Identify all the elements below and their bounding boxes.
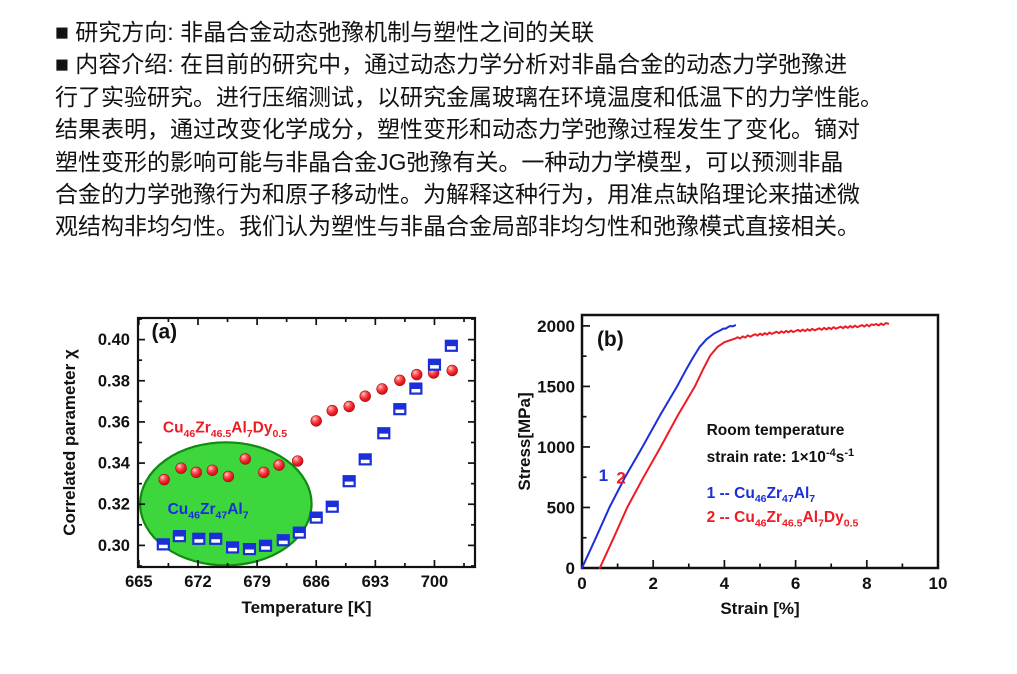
data-point-blue-square [258,539,273,552]
data-point-blue-square [342,475,356,488]
panel-label: (b) [597,328,624,351]
data-point-red-sphere [376,383,388,395]
research-direction-line: ■ 研究方向: 非晶合金动态弛豫机制与塑性之间的关联 [55,19,595,45]
y-axis-label: Correlated parameter χ [60,349,79,536]
curve-number-label: 1 [599,466,608,485]
square-fill-top [359,454,371,460]
square-fill-top [343,476,355,482]
figure-row: 665 672 679 686 693 700 0.30 0.32 0.34 0.36 0.38 0.… [0,293,1017,668]
data-point-blue-square [427,358,442,371]
data-point-red-sphere [206,464,219,476]
data-point-blue-square [156,538,170,551]
annotation-text: Room temperature [707,422,845,439]
data-point-red-sphere [291,455,304,467]
data-point-blue-square [309,511,323,524]
plot-frame [580,313,940,570]
square-fill-top [378,428,390,434]
data-point-blue-square [325,500,339,513]
square-fill-top [445,340,457,347]
y-tick-label: 0 [566,559,575,578]
annotation-strain-rate: strain rate: 1×10-4​s-1​ [707,447,855,466]
data-point-blue-square [292,526,306,539]
y-tick-label: 1000 [537,438,575,457]
chart-a-correlated-parameter: 665 672 679 686 693 700 0.30 0.32 0.34 0.36 0.38 0.… [60,316,477,617]
chart-b-stress-strain: 0 2 4 6 8 10 0 500 1000 1500 2000 Strain [%] Stress[… [515,313,948,618]
y-tick-label: 0.30 [98,537,130,555]
data-point-red-sphere [310,415,322,427]
x-tick-label: 700 [421,573,449,591]
data-point-red-sphere [273,459,285,471]
x-tick-label: 693 [362,573,390,591]
x-tick-label: 6 [791,574,800,593]
stress-curve-1 [581,324,737,569]
x-tick-label: 0 [577,574,586,593]
content-intro-paragraph: ■ 内容介绍: 在目前的研究中，通过动态力学分析对非晶合金的动态力学弛豫进 行了… [55,51,883,240]
x-tick-label: 2 [648,574,657,593]
y-tick-label: 2000 [537,317,575,336]
y-tick-label: 0.40 [98,331,130,349]
y-tick-label: 0.36 [98,413,130,431]
panel-label: (a) [152,321,178,344]
x-tick-label: 8 [862,574,871,593]
x-tick-label: 686 [302,573,330,591]
data-point-blue-square [393,403,407,416]
data-point-blue-square [276,534,290,547]
slide-text-block: ■ 研究方向: 非晶合金动态弛豫机制与塑性之间的关联 ■ 内容介绍: 在目前的研… [55,16,975,243]
square-fill-top [394,404,406,410]
x-axis-label: Strain [%] [720,599,799,618]
square-fill-top [277,535,289,541]
square-fill-top [243,544,255,550]
series-formula-label: Cu46​Zr46.5​Al7​Dy0.5​ [163,420,287,440]
data-point-red-sphere [158,473,170,486]
data-point-red-sphere [190,466,202,479]
data-point-red-sphere [394,374,406,387]
data-point-red-sphere [411,368,423,381]
stress-curve-2 [598,322,890,569]
data-point-red-sphere [326,404,338,417]
x-tick-label: 679 [243,573,271,591]
square-fill-top [428,359,440,366]
square-fill-top [410,383,422,389]
y-tick-label: 1500 [537,377,575,396]
x-tick-label: 10 [929,574,948,593]
data-point-blue-square [242,542,257,556]
square-fill-top [210,533,222,540]
y-tick-label: 0.32 [98,496,130,514]
square-fill-top [293,527,305,534]
x-tick-label: 4 [720,574,730,593]
series-formula-label: 1 -- Cu46​Zr47​Al7​ [707,485,816,505]
square-fill-top [193,533,205,540]
data-point-red-sphere [343,400,355,413]
data-point-blue-square [377,427,391,440]
data-point-blue-square [225,541,240,554]
data-point-blue-square [444,339,458,352]
y-tick-label: 0.34 [98,455,131,473]
y-tick-label: 500 [547,498,575,517]
y-tick-label: 0.38 [98,372,130,390]
y-axis-label: Stress[MPa] [515,392,534,490]
data-point-blue-square [409,382,423,395]
curve-number-label: 2 [616,468,625,487]
data-point-red-sphere [446,364,458,377]
square-fill-top [227,542,239,548]
series-formula-label: 2 -- Cu46​Zr46.5​Al7​Dy0.5​ [707,509,859,529]
data-point-red-sphere [258,466,270,479]
square-fill-top [310,512,322,519]
square-fill-top [173,531,185,537]
data-point-blue-square [172,530,186,543]
data-point-blue-square [209,532,223,545]
square-fill-top [157,539,169,545]
square-fill-top [326,501,338,508]
series-formula-label: Cu46​Zr47​Al7​ [168,501,249,521]
data-point-blue-square [358,453,372,466]
data-point-red-sphere [222,470,235,483]
data-point-red-sphere [239,453,251,465]
x-axis-label: Temperature [K] [241,598,371,617]
x-tick-label: 665 [125,573,153,591]
data-point-red-sphere [175,462,187,474]
square-fill-top [260,540,272,547]
data-point-blue-square [192,532,206,545]
data-point-red-sphere [359,390,371,402]
x-tick-label: 672 [184,573,212,591]
